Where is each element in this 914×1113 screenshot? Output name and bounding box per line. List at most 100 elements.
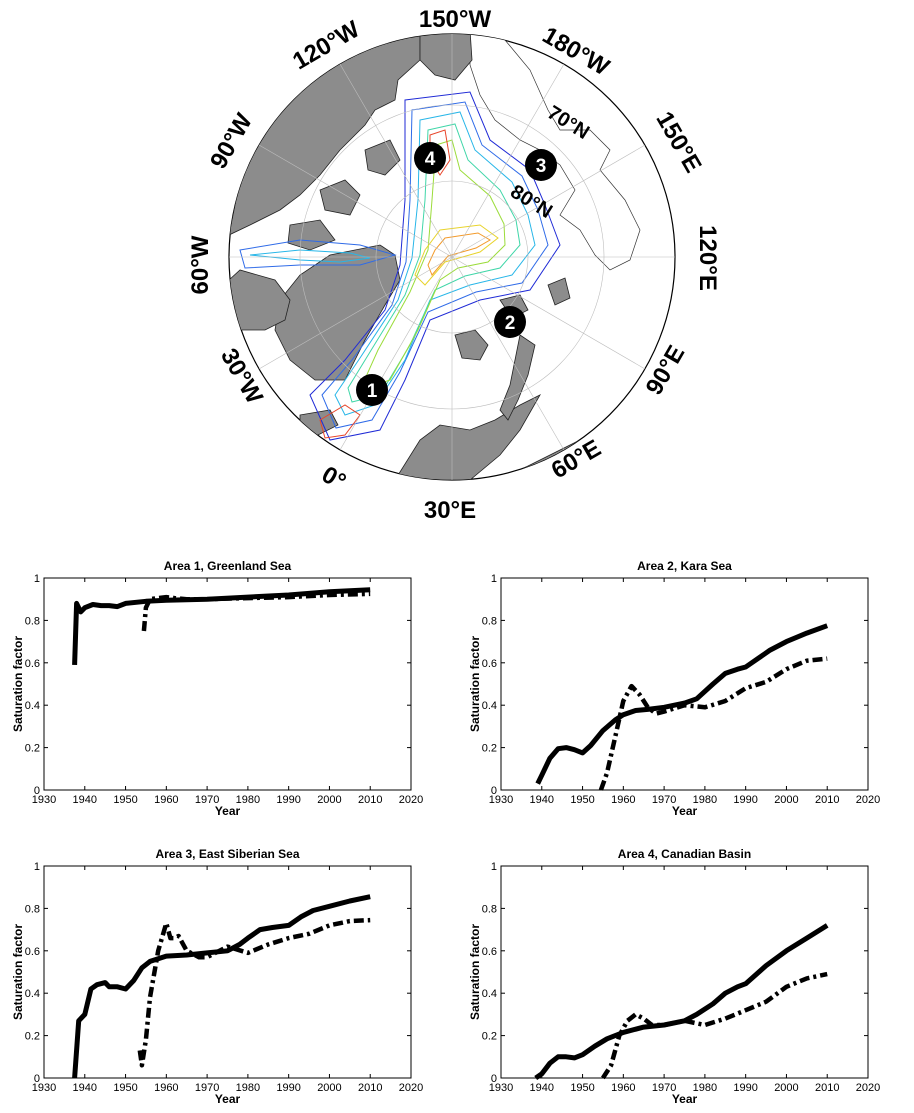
x-tick-label: 1960 bbox=[611, 1082, 635, 1094]
y-tick-label: 0.8 bbox=[25, 903, 40, 915]
graticule bbox=[229, 34, 675, 480]
contour-line bbox=[414, 224, 499, 286]
x-tick-label: 1940 bbox=[530, 1082, 554, 1094]
lon-label-120e: 120°E bbox=[694, 225, 721, 291]
y-axis-label: Saturation factor bbox=[11, 636, 25, 732]
plot-frame bbox=[500, 577, 869, 791]
x-tick-label: 1930 bbox=[489, 1082, 513, 1094]
land-arctic-islands-3 bbox=[287, 219, 336, 251]
map-disk bbox=[228, 33, 676, 481]
area-marker-1: 1 bbox=[356, 374, 388, 406]
plot-frame bbox=[500, 865, 869, 1079]
land-arctic-islands-1 bbox=[319, 179, 361, 216]
area-marker-4: 4 bbox=[414, 142, 446, 174]
x-axis-label: Year bbox=[215, 1092, 241, 1106]
x-tick-label: 1950 bbox=[570, 1082, 594, 1094]
x-tick-label: 2020 bbox=[856, 794, 880, 806]
y-tick-label: 0 bbox=[34, 785, 40, 797]
area-marker-3: 3 bbox=[525, 149, 557, 181]
series-line-solid bbox=[534, 923, 829, 1081]
x-tick-label: 2000 bbox=[774, 794, 798, 806]
land-greenland bbox=[274, 244, 401, 381]
series-line-dashdot bbox=[141, 591, 371, 632]
x-tick-label: 1980 bbox=[693, 794, 717, 806]
chart-area-3-east-siberian-sea: Area 3, East Siberian Sea 1930 1940 1950 196… bbox=[11, 847, 423, 1106]
y-tick-label: 0.2 bbox=[25, 743, 40, 755]
y-tick-label: 0.2 bbox=[482, 1031, 497, 1043]
y-tick-label: 0.4 bbox=[482, 700, 497, 712]
svg-text:2: 2 bbox=[505, 313, 516, 334]
chart-title: Area 4, Canadian Basin bbox=[618, 847, 751, 861]
land-chukotka bbox=[469, 34, 641, 271]
y-tick-label: 0.6 bbox=[482, 946, 497, 958]
y-tick-label: 1 bbox=[491, 861, 497, 873]
x-tick-label: 1960 bbox=[154, 794, 178, 806]
x-tick-label: 2000 bbox=[317, 794, 341, 806]
chart-area-1-greenland-sea: Area 1, Greenland Sea 1930 1940 1950 1960 197… bbox=[11, 559, 423, 818]
contour-line bbox=[239, 239, 397, 269]
land-svalbard bbox=[454, 329, 489, 361]
y-tick-label: 1 bbox=[34, 573, 40, 585]
land-severnaya-zemlya bbox=[547, 277, 571, 306]
x-tick-label: 2020 bbox=[399, 1082, 423, 1094]
land-masses bbox=[229, 34, 675, 480]
chart-title: Area 3, East Siberian Sea bbox=[155, 847, 299, 861]
x-tick-label: 1990 bbox=[276, 1082, 300, 1094]
x-tick-label: 1980 bbox=[693, 1082, 717, 1094]
y-tick-label: 0.6 bbox=[482, 658, 497, 670]
x-tick-label: 2010 bbox=[815, 794, 839, 806]
x-axis-label: Year bbox=[672, 1092, 698, 1106]
x-tick-label: 1940 bbox=[530, 794, 554, 806]
y-tick-label: 0.6 bbox=[25, 946, 40, 958]
series-line-dashdot bbox=[601, 971, 828, 1080]
svg-text:1: 1 bbox=[367, 381, 378, 402]
series-line-dashdot bbox=[598, 656, 828, 791]
bathymetry-contours bbox=[239, 91, 561, 441]
x-tick-label: 1980 bbox=[236, 1082, 260, 1094]
y-tick-label: 0.4 bbox=[25, 700, 40, 712]
lon-label-60w: 60°W bbox=[187, 235, 214, 294]
land-arctic-islands-2 bbox=[364, 139, 401, 176]
x-tick-label: 1960 bbox=[154, 1082, 178, 1094]
x-tick-label: 2010 bbox=[815, 1082, 839, 1094]
x-tick-label: 1970 bbox=[195, 794, 219, 806]
y-tick-label: 0.2 bbox=[482, 743, 497, 755]
y-tick-label: 0 bbox=[34, 1073, 40, 1085]
chart-title: Area 2, Kara Sea bbox=[637, 559, 732, 573]
y-tick-label: 0.2 bbox=[25, 1031, 40, 1043]
x-tick-label: 2000 bbox=[317, 1082, 341, 1094]
svg-text:4: 4 bbox=[425, 149, 436, 170]
land-scandinavia bbox=[394, 394, 542, 480]
x-tick-label: 1990 bbox=[733, 794, 757, 806]
chart-area-4-canadian-basin: Area 4, Canadian Basin 1930 1940 1950 1960 19… bbox=[468, 847, 880, 1106]
plot-frame bbox=[43, 577, 412, 791]
x-tick-label: 1930 bbox=[32, 1082, 56, 1094]
y-tick-label: 0.8 bbox=[482, 615, 497, 627]
lon-label-0: 0° bbox=[317, 461, 350, 496]
x-tick-label: 1970 bbox=[652, 794, 676, 806]
y-tick-label: 0.8 bbox=[482, 903, 497, 915]
contour-line bbox=[319, 404, 361, 439]
x-tick-label: 1990 bbox=[733, 1082, 757, 1094]
x-tick-label: 1970 bbox=[195, 1082, 219, 1094]
land-alaska bbox=[419, 34, 473, 81]
y-axis-label: Saturation factor bbox=[468, 636, 482, 732]
y-tick-label: 0 bbox=[491, 1073, 497, 1085]
x-tick-label: 1950 bbox=[570, 794, 594, 806]
y-tick-label: 0.8 bbox=[25, 615, 40, 627]
x-tick-label: 2010 bbox=[358, 794, 382, 806]
y-tick-label: 0.6 bbox=[25, 658, 40, 670]
x-axis-label: Year bbox=[672, 804, 698, 818]
x-tick-label: 1970 bbox=[652, 1082, 676, 1094]
x-tick-label: 1930 bbox=[32, 794, 56, 806]
x-tick-label: 1950 bbox=[113, 1082, 137, 1094]
y-axis-label: Saturation factor bbox=[11, 924, 25, 1020]
x-tick-label: 2010 bbox=[358, 1082, 382, 1094]
series-line-dashdot bbox=[137, 917, 371, 1068]
x-tick-label: 1990 bbox=[276, 794, 300, 806]
x-tick-label: 2020 bbox=[856, 1082, 880, 1094]
x-tick-label: 1930 bbox=[489, 794, 513, 806]
land-novaya-zemlya bbox=[499, 334, 536, 421]
series-line-solid bbox=[72, 894, 371, 1079]
x-tick-label: 1960 bbox=[611, 794, 635, 806]
